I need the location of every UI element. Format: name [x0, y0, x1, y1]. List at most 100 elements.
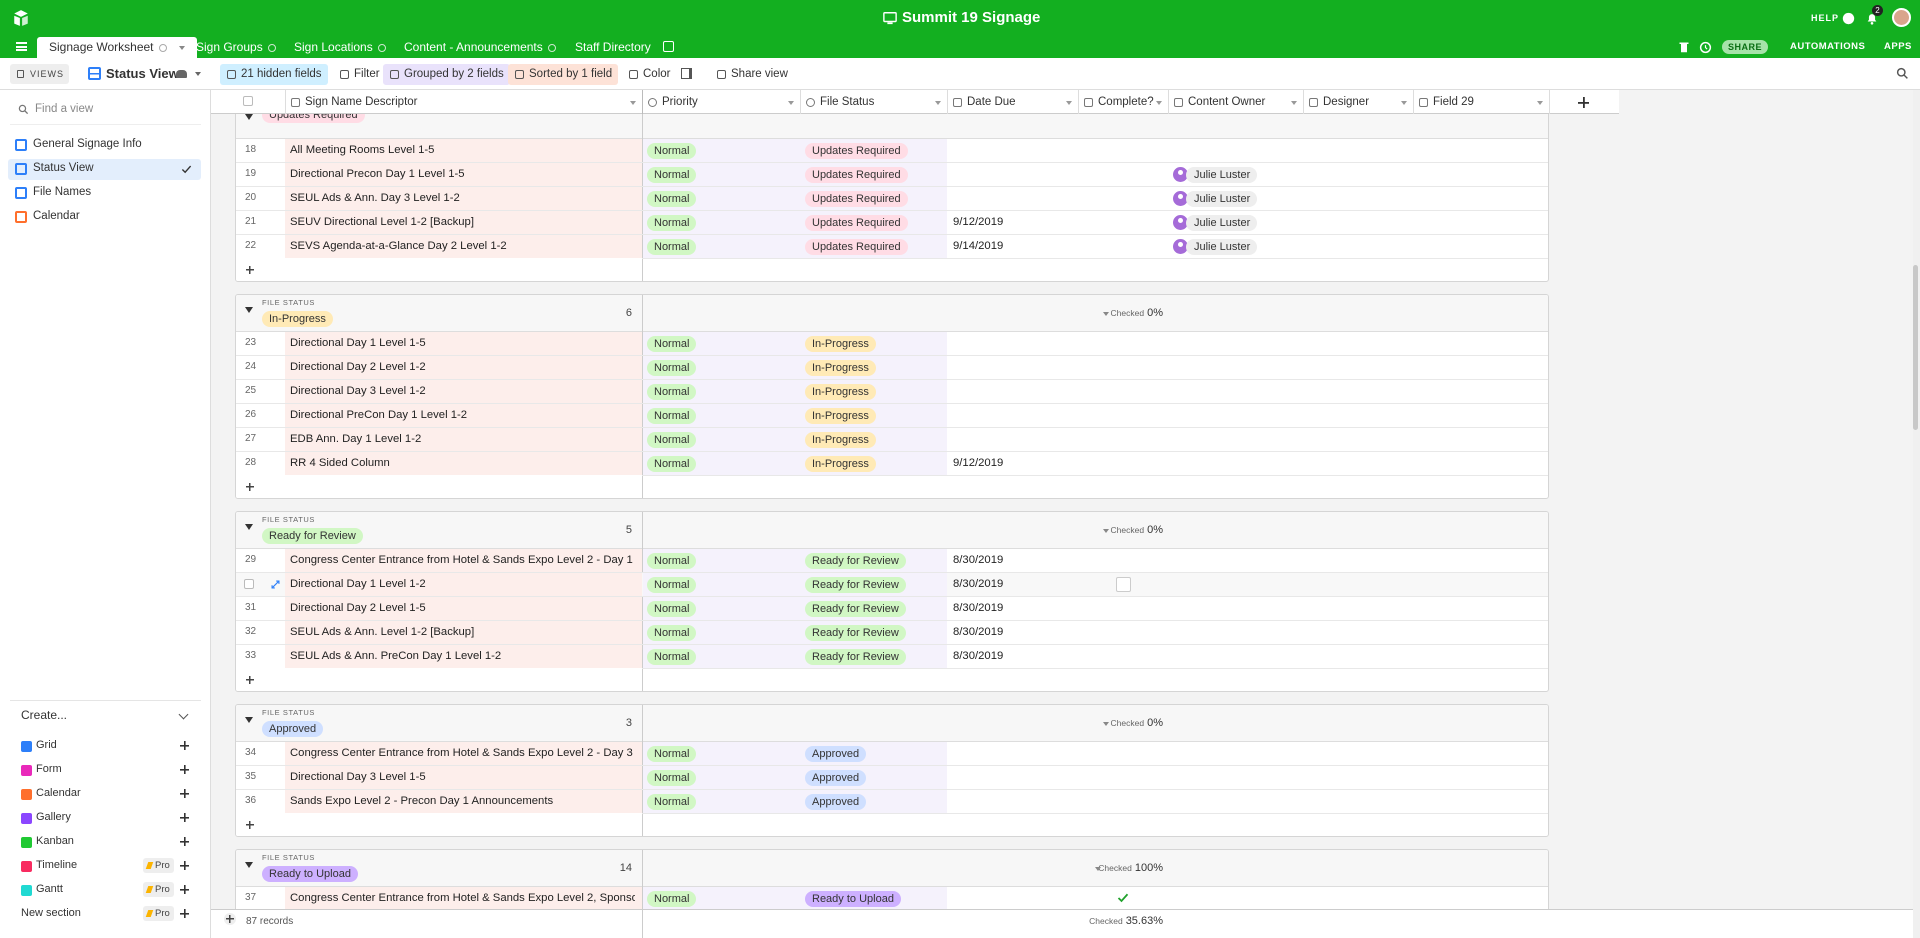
table-tab[interactable]: Staff Directory — [563, 37, 663, 58]
row-checkbox[interactable] — [244, 579, 254, 589]
apps[interactable]: APPS — [1884, 41, 1912, 52]
view-item[interactable]: Calendar — [33, 210, 80, 222]
record-row[interactable]: 19 Directional Precon Day 1 Level 1-5 Norm… — [236, 163, 1548, 187]
column-name[interactable]: Priority — [662, 96, 698, 108]
add-record-icon[interactable] — [246, 266, 254, 274]
group-chevron[interactable] — [245, 307, 253, 313]
record-row[interactable]: 36 Sands Expo Level 2 - Precon Day 1 Anno… — [236, 790, 1548, 814]
create-item[interactable]: Kanban — [36, 835, 74, 847]
column-name[interactable]: Complete? — [1098, 96, 1154, 108]
add-field[interactable] — [1578, 97, 1589, 108]
create-plus[interactable] — [180, 861, 189, 870]
name-cell-bg — [285, 549, 642, 572]
column-menu[interactable] — [935, 101, 941, 105]
group-chevron[interactable] — [245, 114, 253, 120]
help-link[interactable]: HELP — [1811, 13, 1840, 23]
record-row[interactable]: 35 Directional Day 3 Level 1-5 Normal Appro… — [236, 766, 1548, 790]
column-menu[interactable] — [1291, 101, 1297, 105]
table-tab[interactable]: Sign Groups — [184, 37, 288, 58]
toolbar-filter[interactable]: Filter — [354, 68, 380, 80]
column-menu[interactable] — [1537, 101, 1543, 105]
views-toggle[interactable]: VIEWS — [10, 64, 69, 84]
toolbar-share-view[interactable]: Share view — [731, 68, 788, 80]
toolbar-sorted[interactable]: Sorted by 1 field — [508, 64, 619, 85]
create-plus[interactable] — [180, 837, 189, 846]
create-plus[interactable] — [180, 909, 189, 918]
find-view-input[interactable]: Find a view — [35, 103, 94, 115]
share-button[interactable]: SHARE — [1722, 40, 1769, 54]
add-record-icon[interactable] — [246, 821, 254, 829]
base-title[interactable]: Summit 19 Signage — [902, 9, 1041, 26]
create-item[interactable]: New section — [21, 907, 81, 919]
header-checkbox[interactable] — [243, 96, 253, 106]
column-menu[interactable] — [630, 101, 636, 105]
toolbar-grouped[interactable]: Grouped by 2 fields — [383, 64, 510, 85]
summary-value: 100% — [1134, 862, 1163, 874]
record-row[interactable]: 34 Congress Center Entrance from Hotel & … — [236, 742, 1548, 766]
column-menu[interactable] — [1066, 101, 1072, 105]
view-item[interactable]: Status View — [33, 162, 94, 174]
table-tab[interactable]: Signage Worksheet — [37, 37, 197, 58]
add-record[interactable] — [236, 813, 642, 836]
create-item[interactable]: Calendar — [36, 787, 81, 799]
toolbar-color[interactable]: Color — [643, 68, 671, 80]
record-row[interactable]: 23 Directional Day 1 Level 1-5 Normal In-Pr… — [236, 332, 1548, 356]
record-row[interactable]: 31 Directional Day 2 Level 1-5 Normal Ready… — [236, 597, 1548, 621]
record-row[interactable]: 28 RR 4 Sided Column Normal In-Progress 9/12… — [236, 452, 1548, 476]
column-name[interactable]: File Status — [820, 96, 875, 108]
view-icon — [15, 211, 27, 223]
record-row[interactable]: Directional Day 1 Level 1-2 Normal Ready f… — [236, 573, 1548, 597]
add-record[interactable] — [236, 475, 642, 498]
toolbar-hidden-fields[interactable]: 21 hidden fields — [220, 64, 328, 85]
create-item[interactable]: Form — [36, 763, 62, 775]
group-chevron[interactable] — [245, 717, 253, 723]
record-row[interactable]: 27 EDB Ann. Day 1 Level 1-2 Normal In-Progr… — [236, 428, 1548, 452]
create-item[interactable]: Timeline — [36, 859, 78, 871]
create-plus[interactable] — [180, 789, 189, 798]
record-row[interactable]: 21 SEUV Directional Level 1-2 [Backup] Nor… — [236, 211, 1548, 235]
record-row[interactable]: 24 Directional Day 2 Level 1-2 Normal In-Pr… — [236, 356, 1548, 380]
column-menu[interactable] — [788, 101, 794, 105]
column-menu[interactable] — [1156, 101, 1162, 105]
record-row[interactable]: 29 Congress Center Entrance from Hotel & … — [236, 549, 1548, 573]
add-record-icon[interactable] — [246, 676, 254, 684]
add-record[interactable] — [236, 668, 642, 691]
table-tab[interactable]: Content - Announcements — [392, 37, 568, 58]
name-cell-bg — [285, 332, 642, 355]
create-item[interactable]: Gantt — [36, 883, 63, 895]
create-plus[interactable] — [180, 741, 189, 750]
column-menu[interactable] — [1401, 101, 1407, 105]
table-tab[interactable]: Sign Locations — [282, 37, 398, 58]
record-row[interactable]: 33 SEUL Ads & Ann. PreCon Day 1 Level 1-2… — [236, 645, 1548, 669]
record-row[interactable]: 32 SEUL Ads & Ann. Level 1-2 [Backup] Norm… — [236, 621, 1548, 645]
sidebar-divider — [10, 124, 201, 125]
search-icon — [1896, 67, 1909, 80]
create-item[interactable]: Grid — [36, 739, 57, 751]
column-name[interactable]: Designer — [1323, 96, 1370, 108]
add-record[interactable] — [236, 258, 642, 281]
create-plus[interactable] — [180, 885, 189, 894]
add-record-icon[interactable] — [246, 483, 254, 491]
add-table[interactable] — [663, 41, 674, 52]
record-row[interactable]: 25 Directional Day 3 Level 1-2 Normal In-Pr… — [236, 380, 1548, 404]
column-name[interactable]: Date Due — [967, 96, 1016, 108]
complete-checkbox[interactable] — [1116, 577, 1131, 592]
automations[interactable]: AUTOMATIONS — [1790, 41, 1866, 52]
record-row[interactable]: 18 All Meeting Rooms Level 1-5 Normal Updat… — [236, 139, 1548, 163]
column-name[interactable]: Field 29 — [1433, 96, 1474, 108]
record-row[interactable]: 22 SEVS Agenda-at-a-Glance Day 2 Level 1-… — [236, 235, 1548, 259]
create-label[interactable]: Create... — [21, 708, 68, 722]
view-name[interactable]: Status View — [106, 66, 179, 81]
view-item[interactable]: General Signage Info — [33, 138, 142, 150]
record-row[interactable]: 20 SEUL Ads & Ann. Day 3 Level 1-2 Normal U… — [236, 187, 1548, 211]
view-item[interactable]: File Names — [33, 186, 92, 198]
create-plus[interactable] — [180, 765, 189, 774]
group-chevron[interactable] — [245, 862, 253, 868]
record-row[interactable]: 26 Directional PreCon Day 1 Level 1-2 Norm… — [236, 404, 1548, 428]
record-row[interactable]: 37 Congress Center Entrance from Hotel & … — [236, 887, 1548, 909]
column-name[interactable]: Content Owner — [1188, 96, 1266, 108]
group-chevron[interactable] — [245, 524, 253, 530]
column-name[interactable]: Sign Name Descriptor — [305, 96, 418, 108]
create-item[interactable]: Gallery — [36, 811, 71, 823]
create-plus[interactable] — [180, 813, 189, 822]
